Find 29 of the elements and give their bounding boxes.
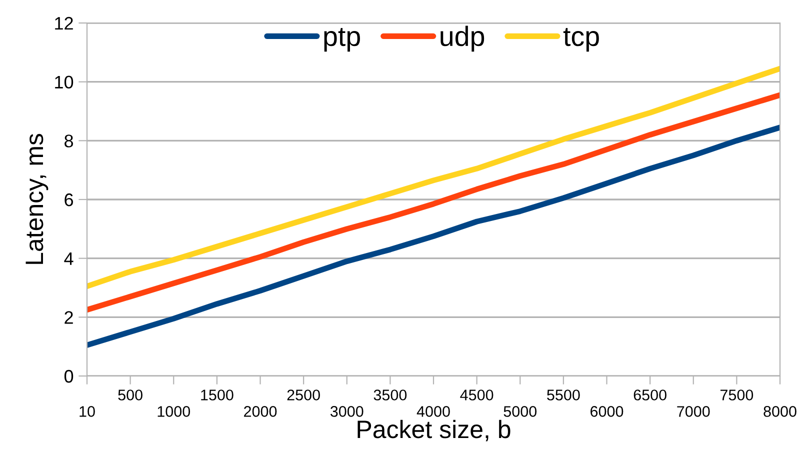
- legend-label: tcp: [563, 28, 599, 52]
- y-axis-title: Latency, ms: [26, 134, 48, 264]
- x-tick-label: 7000: [677, 406, 710, 417]
- y-tick-label: 0: [64, 370, 74, 383]
- x-tick-label: 6000: [590, 406, 624, 417]
- x-tick-label: 1500: [201, 390, 234, 400]
- y-tick-label: 10: [55, 76, 74, 89]
- x-tick-label: 2500: [287, 390, 320, 400]
- x-axis-title: Packet size, b: [358, 420, 510, 442]
- x-tick-label: 500: [118, 390, 142, 400]
- x-tick-label: 3000: [330, 406, 364, 417]
- x-tick-label: 10: [80, 406, 95, 417]
- x-tick-label: 6500: [634, 390, 666, 400]
- y-tick-label: 12: [55, 16, 73, 30]
- y-tick-label: 2: [64, 311, 73, 324]
- x-tick-label: 7500: [720, 390, 754, 400]
- x-tick-label: 4500: [460, 390, 494, 400]
- x-tick-label: 5500: [547, 390, 580, 400]
- x-tick-label: 3500: [374, 390, 407, 400]
- y-tick-label: 4: [64, 252, 74, 265]
- x-tick-label: 2000: [244, 406, 277, 417]
- x-tick-label: 4000: [416, 406, 450, 417]
- legend-label: udp: [440, 26, 484, 52]
- x-tick-label: 8000: [764, 406, 796, 417]
- y-tick-label: 6: [64, 193, 74, 206]
- legend-label: ptp: [324, 28, 360, 52]
- x-tick-label: 5000: [504, 406, 537, 417]
- y-tick-label: 8: [64, 134, 74, 148]
- x-tick-label: 1000: [158, 406, 190, 417]
